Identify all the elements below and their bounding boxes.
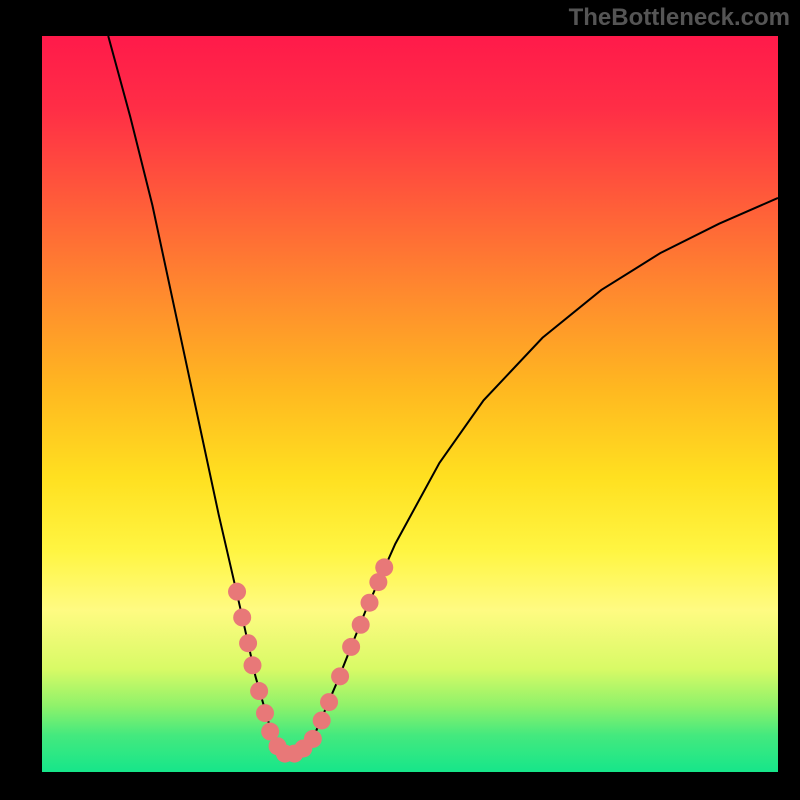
marker-group <box>228 558 393 762</box>
curve-marker <box>239 634 257 652</box>
curve-marker <box>228 583 246 601</box>
curve-marker <box>342 638 360 656</box>
curve-marker <box>313 711 331 729</box>
curve-marker <box>331 667 349 685</box>
curve-marker <box>256 704 274 722</box>
watermark-text: TheBottleneck.com <box>569 4 790 32</box>
plot-area <box>42 36 778 772</box>
curve-marker <box>244 656 262 674</box>
curve-marker <box>304 730 322 748</box>
curve-marker <box>250 682 268 700</box>
curve-layer <box>42 36 778 772</box>
chart-stage: TheBottleneck.com <box>0 0 800 800</box>
bottleneck-curve <box>108 36 778 754</box>
curve-marker <box>375 558 393 576</box>
curve-marker <box>320 693 338 711</box>
curve-marker <box>361 594 379 612</box>
curve-marker <box>352 616 370 634</box>
curve-marker <box>233 608 251 626</box>
